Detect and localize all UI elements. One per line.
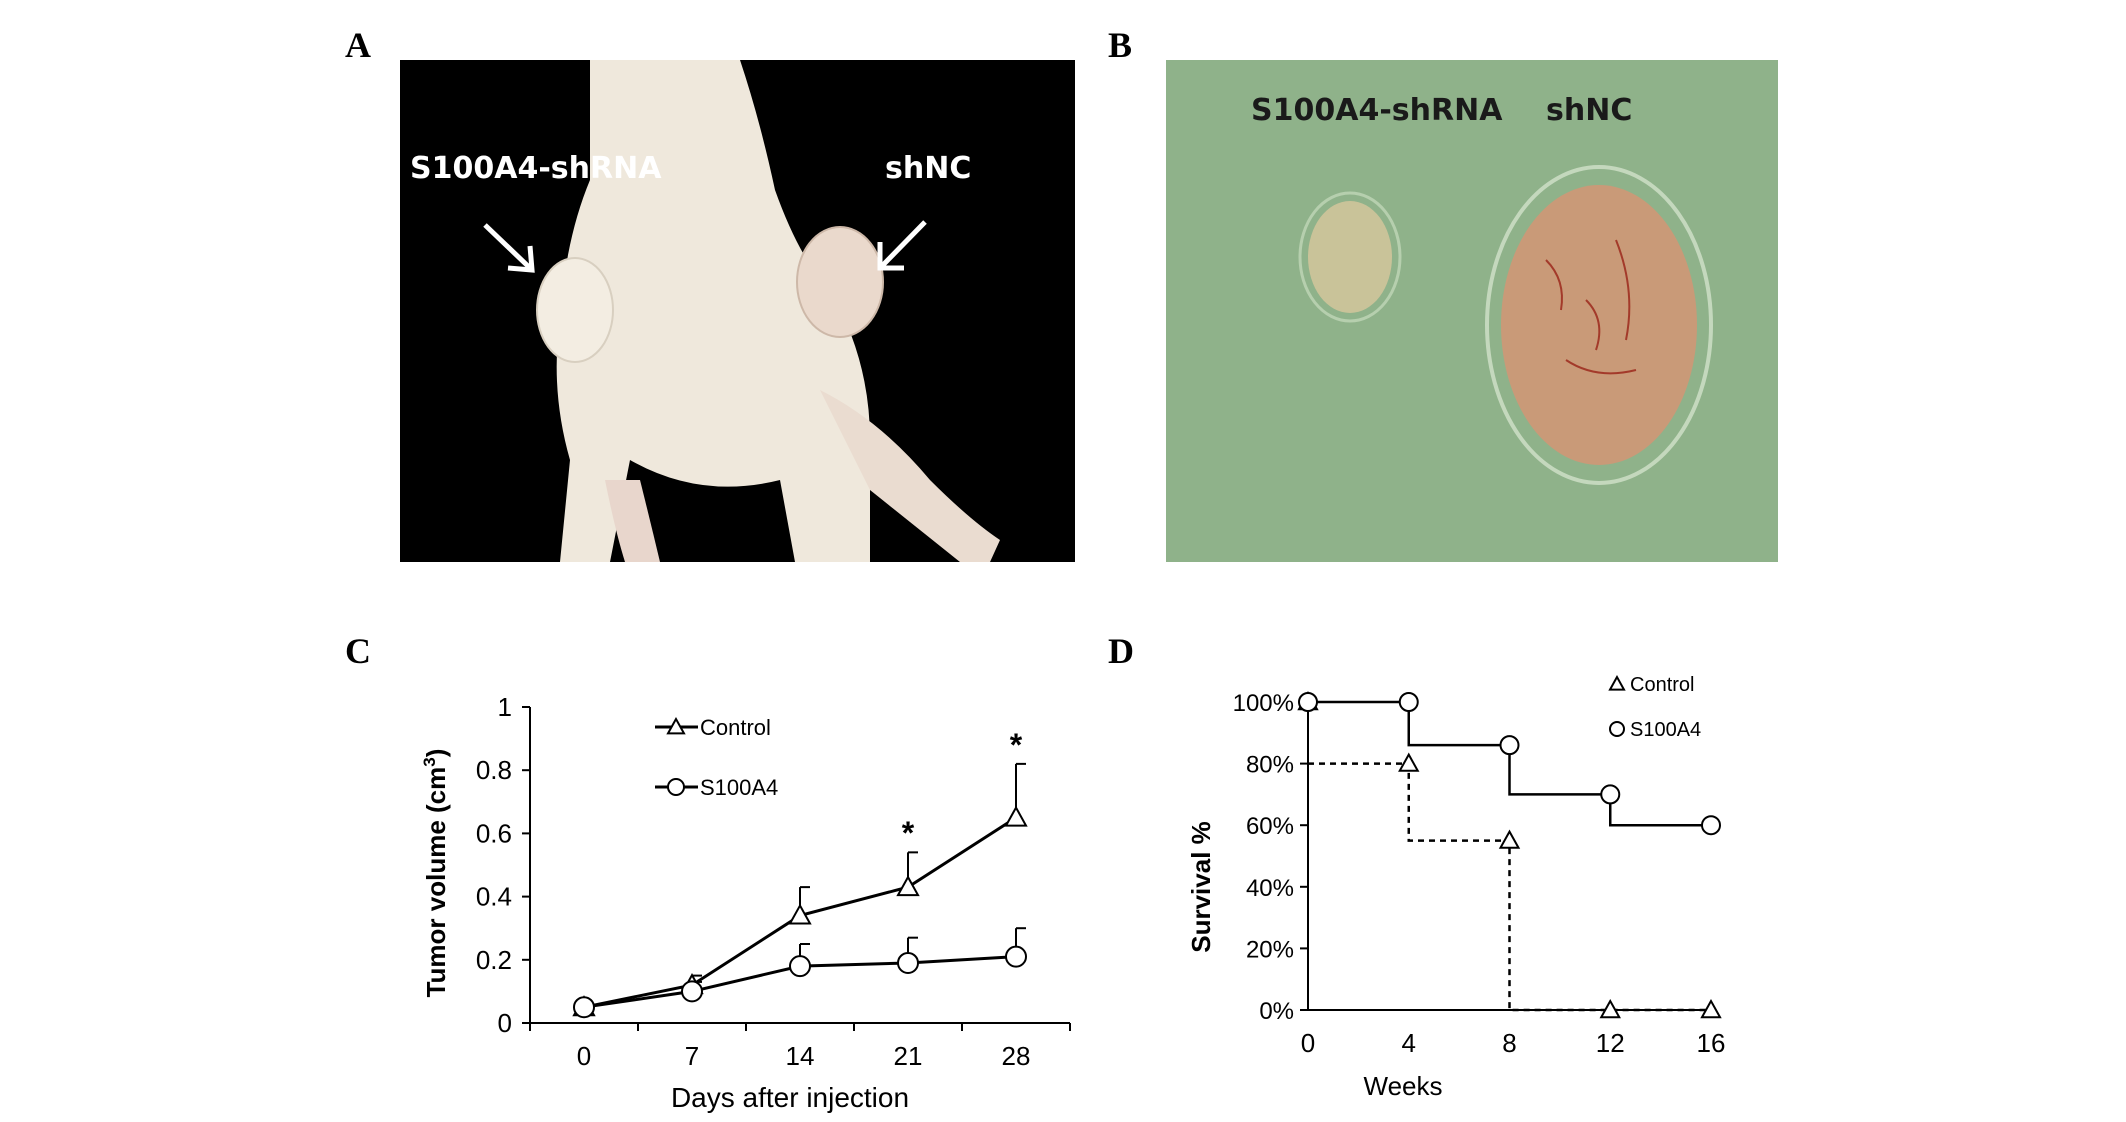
chart-c-point-control	[788, 903, 812, 925]
chart-c-x-tick-label: 0	[577, 1041, 591, 1071]
arrow-left	[483, 223, 535, 273]
small-tumor	[1308, 201, 1392, 313]
chart-d-point-control	[1599, 998, 1621, 1019]
chart-c-point-s100a4	[789, 955, 811, 978]
chart-d-x-tick-label: 8	[1502, 1028, 1516, 1058]
chart-c-series: **	[572, 727, 1028, 1019]
mouse-photo-drawing: S100A4-shRNA shNC	[400, 60, 1075, 562]
mouse-leg	[820, 390, 1000, 562]
chart-c-legend-label: Control	[700, 715, 771, 740]
chart-d-point-s100a4	[1701, 815, 1721, 836]
tumor-right	[796, 226, 884, 338]
small-tumor-halo	[1298, 191, 1402, 323]
chart-c-point-s100a4	[1005, 945, 1027, 968]
tumor-left	[536, 257, 614, 363]
arrow-right	[877, 220, 927, 271]
chart-d-legend-label: S100A4	[1630, 719, 1701, 741]
chart-d-series-line-control	[1308, 762, 1711, 1012]
chart-d-x-tick-label: 4	[1402, 1028, 1416, 1058]
chart-c-legend-label: S100A4	[700, 775, 778, 800]
chart-c-point-s100a4	[573, 996, 595, 1019]
survival-chart: 0% 20% 40% 60% 80% 100% 0 4 8 12 16 Weeks Survival…	[1186, 674, 1726, 1101]
chart-c-significance-star: *	[902, 815, 915, 851]
chart-c-significance-star: *	[1010, 727, 1023, 763]
chart-d-point-s100a4	[1499, 735, 1520, 756]
chart-d-y-tick-label: 80%	[1246, 752, 1294, 779]
chart-d-y-tick-label: 0%	[1259, 998, 1294, 1025]
chart-d-axes: 0% 20% 40% 60% 80% 100% 0 4 8 12 16	[1233, 690, 1726, 1058]
chart-d-y-tick-label: 20%	[1246, 936, 1294, 963]
chart-d-x-tick-label: 16	[1697, 1028, 1726, 1058]
chart-d-point-s100a4	[1398, 692, 1419, 712]
panel-letter-c: C	[345, 631, 371, 671]
chart-c-y-tick-label: 0	[498, 1008, 512, 1038]
chart-c-legend-marker	[666, 716, 686, 735]
mouse-photo: S100A4-shRNA shNC	[400, 60, 1075, 562]
chart-d-point-s100a4	[1600, 784, 1621, 805]
photo-a-label-left: S100A4-shRNA	[410, 151, 662, 186]
chart-c-point-s100a4	[897, 951, 919, 974]
chart-d-x-tick-label: 12	[1596, 1028, 1625, 1058]
tumor-volume-chart: 00.20.40.60.810 7 14 21 28 ** Days after inj…	[420, 692, 1071, 1113]
chart-d-x-axis-label: Weeks	[1364, 1071, 1443, 1101]
tumor-photo: S100A4-shRNA shNC	[1166, 60, 1778, 562]
chart-c-axes: 0 0.2 0.4 0.6 0.8 1 0 7 14 21 28	[476, 692, 1071, 1071]
chart-c-x-tick-label: 14	[786, 1041, 815, 1071]
chart-c-y-tick-label: 0.8	[476, 755, 512, 785]
panel-letter-a: A	[345, 25, 371, 65]
chart-c-x-tick-label: 7	[685, 1041, 699, 1071]
chart-c-legend-marker	[667, 778, 685, 796]
chart-d-point-control	[1398, 752, 1420, 772]
chart-c-x-axis-label: Days after injection	[671, 1082, 909, 1113]
chart-c-x-tick-label: 21	[894, 1041, 923, 1071]
mouse-body	[556, 60, 870, 562]
chart-d-legend-marker	[1608, 674, 1626, 691]
chart-d-point-control	[1700, 998, 1722, 1019]
photo-b-label-right: shNC	[1546, 93, 1632, 128]
chart-d-y-tick-label: 100%	[1233, 690, 1294, 717]
chart-c-point-control	[896, 875, 920, 897]
chart-c-point-s100a4	[681, 980, 703, 1003]
chart-d-legend: Control S100A4	[1608, 674, 1701, 741]
chart-c-x-tick-label: 28	[1002, 1041, 1031, 1071]
chart-c-y-tick-label: 0.2	[476, 945, 512, 975]
chart-d-point-control	[1498, 829, 1521, 849]
chart-d-x-tick-label: 0	[1301, 1028, 1315, 1058]
chart-c-y-tick-label: 0.6	[476, 818, 512, 848]
large-tumor-halo	[1485, 165, 1713, 485]
chart-d-series	[1297, 690, 1722, 1019]
panel-letter-b: B	[1108, 25, 1133, 65]
chart-d-y-tick-label: 40%	[1246, 875, 1294, 902]
chart-c-y-tick-label: 1	[498, 692, 512, 722]
photo-a-label-right: shNC	[885, 151, 971, 186]
chart-d-legend-marker	[1609, 721, 1625, 737]
chart-c-y-axis-label: Tumor volume (cm3)	[420, 749, 451, 998]
panel-letter-d: D	[1108, 631, 1134, 671]
mouse-foot-left	[605, 480, 660, 562]
chart-d-point-s100a4	[1298, 692, 1318, 712]
tumor-vessels	[1545, 239, 1637, 375]
chart-c-legend: Control S100A4	[655, 715, 778, 800]
photo-b-label-left: S100A4-shRNA	[1251, 93, 1503, 128]
chart-d-legend-label: Control	[1630, 674, 1694, 696]
chart-c-point-control	[1004, 805, 1028, 827]
chart-d-y-axis-label: Survival %	[1186, 821, 1216, 953]
chart-d-y-tick-label: 60%	[1246, 813, 1294, 840]
chart-c-y-tick-label: 0.4	[476, 882, 512, 912]
tumor-photo-drawing: S100A4-shRNA shNC	[1166, 60, 1778, 562]
